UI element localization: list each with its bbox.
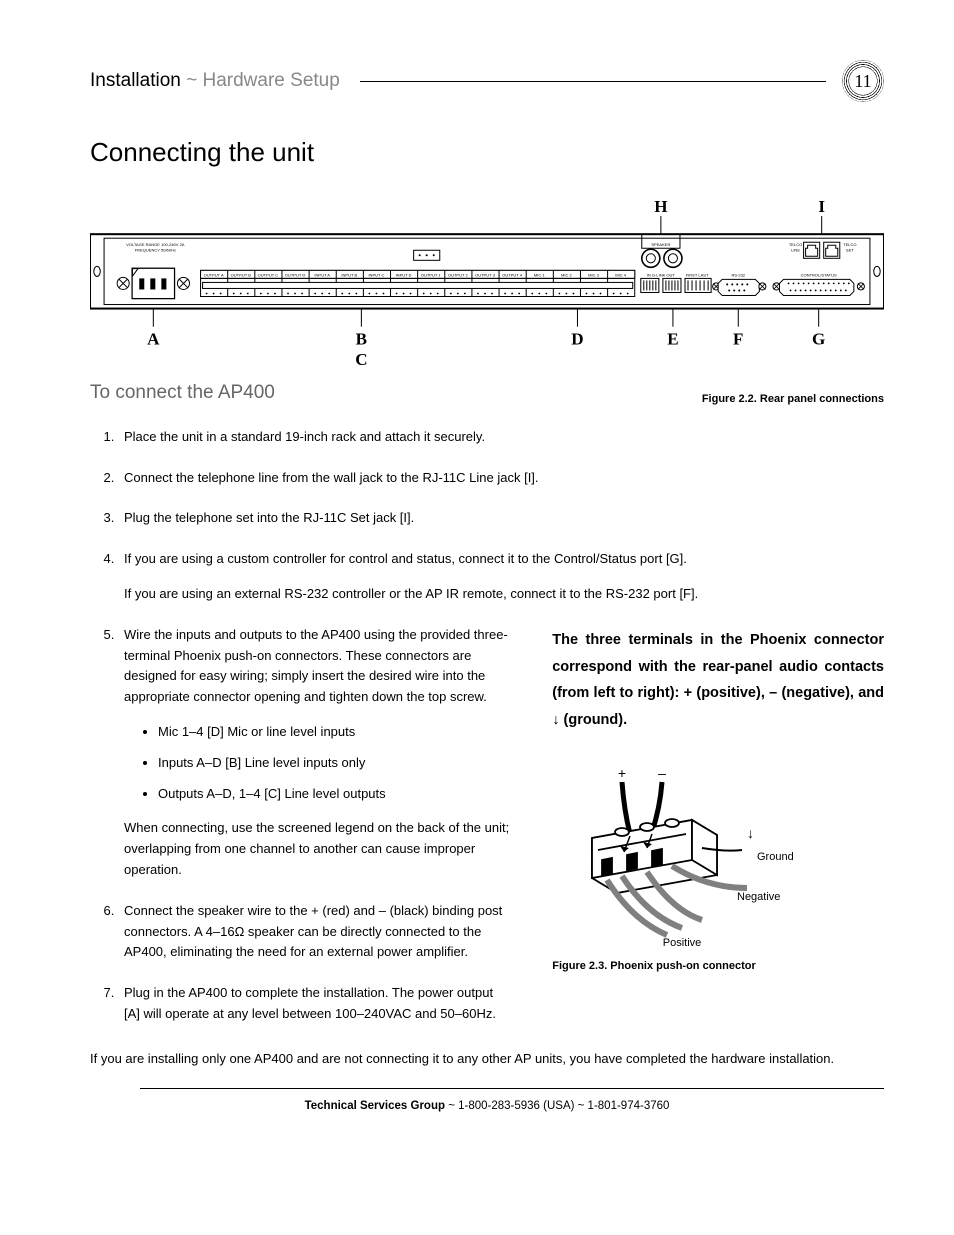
page-number: 11 xyxy=(849,67,877,95)
closing-paragraph: If you are installing only one AP400 and… xyxy=(90,1049,884,1070)
svg-text:OUTPUT 1: OUTPUT 1 xyxy=(421,272,442,277)
breadcrumb: Installation ~ Hardware Setup xyxy=(90,66,340,96)
step-2: Connect the telephone line from the wall… xyxy=(118,468,884,489)
fig22-caption: Figure 2.2. Rear panel connections xyxy=(702,391,884,409)
step-6-text: Connect the speaker wire to the + (red) … xyxy=(124,903,502,960)
label-F: F xyxy=(733,329,743,348)
step-5-note: When connecting, use the screened legend… xyxy=(124,818,512,880)
label-I: I xyxy=(818,198,825,216)
svg-text:OUTPUT 4: OUTPUT 4 xyxy=(502,272,523,277)
svg-text:OUTPUT D: OUTPUT D xyxy=(285,272,306,277)
bullet-outputs: Outputs A–D, 1–4 [C] Line level outputs xyxy=(158,784,512,805)
positive-label: Positive xyxy=(663,937,702,949)
svg-text:INPUT C: INPUT C xyxy=(368,272,384,277)
svg-text:SET: SET xyxy=(846,247,854,252)
label-E: E xyxy=(667,329,678,348)
footer-text: Technical Services Group ~ 1-800-283-593… xyxy=(90,1097,884,1115)
svg-text:MIC 1: MIC 1 xyxy=(534,272,545,277)
negative-label: Negative xyxy=(737,891,780,903)
phoenix-svg: + – xyxy=(552,760,812,950)
page-number-badge: 11 xyxy=(842,60,884,102)
header-rule xyxy=(360,81,826,82)
step-7-text: Plug in the AP400 to complete the instal… xyxy=(124,985,496,1021)
bullet-mic: Mic 1–4 [D] Mic or line level inputs xyxy=(158,722,512,743)
footer-bold: Technical Services Group xyxy=(305,1100,445,1112)
label-H: H xyxy=(654,198,667,216)
svg-text:FIRST LAST: FIRST LAST xyxy=(686,272,709,277)
breadcrumb-sub: Hardware Setup xyxy=(203,70,340,91)
step-1: Place the unit in a standard 19-inch rac… xyxy=(118,427,884,448)
ground-label: Ground xyxy=(757,851,794,863)
bullet-inputs: Inputs A–D [B] Line level inputs only xyxy=(158,753,512,774)
svg-text:OUTPUT A: OUTPUT A xyxy=(204,272,224,277)
label-B: B xyxy=(356,329,367,348)
step-5-text: Wire the inputs and outputs to the AP400… xyxy=(124,627,508,704)
step-3-text: Plug the telephone set into the RJ-11C S… xyxy=(124,510,414,525)
label-G: G xyxy=(812,329,825,348)
svg-text:OUTPUT C: OUTPUT C xyxy=(258,272,279,277)
step-4a-text: If you are using a custom controller for… xyxy=(124,551,687,566)
label-D: D xyxy=(571,329,583,348)
svg-text:CONTROL/STATUS: CONTROL/STATUS xyxy=(801,272,837,277)
steps-list: Place the unit in a standard 19-inch rac… xyxy=(90,427,884,605)
plus-symbol: + xyxy=(618,765,626,781)
svg-text:MIC 3: MIC 3 xyxy=(588,272,599,277)
ground-arrow-symbol: ↓ xyxy=(747,825,754,841)
callout-text: The three terminals in the Phoenix conne… xyxy=(552,627,884,734)
step-6: Connect the speaker wire to the + (red) … xyxy=(118,901,512,963)
svg-text:RS-232: RS-232 xyxy=(731,272,745,277)
breadcrumb-section: Installation xyxy=(90,70,181,91)
step-2-text: Connect the telephone line from the wall… xyxy=(124,470,539,485)
svg-text:INPUT A: INPUT A xyxy=(314,272,330,277)
figure-phoenix-connector: + – xyxy=(552,760,884,976)
rear-panel-svg: H I VOLTAGE RANGE 100-240V 2A FREQUENCY … xyxy=(90,198,884,369)
step-4b-text: If you are using an external RS-232 cont… xyxy=(124,584,884,605)
svg-text:INPUT B: INPUT B xyxy=(341,272,357,277)
page-header: Installation ~ Hardware Setup 11 xyxy=(90,60,884,102)
subhead-row: To connect the AP400 Figure 2.2. Rear pa… xyxy=(90,378,884,408)
two-column-region: Wire the inputs and outputs to the AP400… xyxy=(90,625,884,1045)
step-7: Plug in the AP400 to complete the instal… xyxy=(118,983,512,1025)
footer-rest: ~ 1-800-283-5936 (USA) ~ 1-801-974-3760 xyxy=(445,1100,669,1112)
figure-rear-panel: H I VOLTAGE RANGE 100-240V 2A FREQUENCY … xyxy=(90,198,884,369)
step-5: Wire the inputs and outputs to the AP400… xyxy=(118,625,512,881)
fig23-caption: Figure 2.3. Phoenix push-on connector xyxy=(552,958,884,976)
svg-text:IN G-LINK OUT: IN G-LINK OUT xyxy=(647,272,676,277)
svg-text:INPUT D: INPUT D xyxy=(396,272,412,277)
section-title: Connecting the unit xyxy=(90,132,884,174)
step-3: Plug the telephone set into the RJ-11C S… xyxy=(118,508,884,529)
step-5-bullets: Mic 1–4 [D] Mic or line level inputs Inp… xyxy=(124,722,512,804)
svg-text:MIC 4: MIC 4 xyxy=(615,272,626,277)
breadcrumb-sep: ~ xyxy=(181,70,203,91)
minus-symbol: – xyxy=(658,765,666,781)
svg-text:LINE: LINE xyxy=(791,247,800,252)
subhead: To connect the AP400 xyxy=(90,378,275,408)
svg-text:MIC 2: MIC 2 xyxy=(561,272,572,277)
footer-rule xyxy=(140,1088,884,1089)
svg-text:SPEAKER: SPEAKER xyxy=(651,242,670,247)
svg-text:OUTPUT B: OUTPUT B xyxy=(231,272,252,277)
steps-list-cont: Wire the inputs and outputs to the AP400… xyxy=(90,625,512,1025)
step-1-text: Place the unit in a standard 19-inch rac… xyxy=(124,429,485,444)
svg-text:OUTPUT 3: OUTPUT 3 xyxy=(475,272,496,277)
step-4: If you are using a custom controller for… xyxy=(118,549,884,605)
svg-text:FREQUENCY 50/60Hz: FREQUENCY 50/60Hz xyxy=(135,247,176,252)
label-A: A xyxy=(147,329,160,348)
svg-text:OUTPUT 2: OUTPUT 2 xyxy=(448,272,469,277)
label-C: C xyxy=(355,349,367,368)
